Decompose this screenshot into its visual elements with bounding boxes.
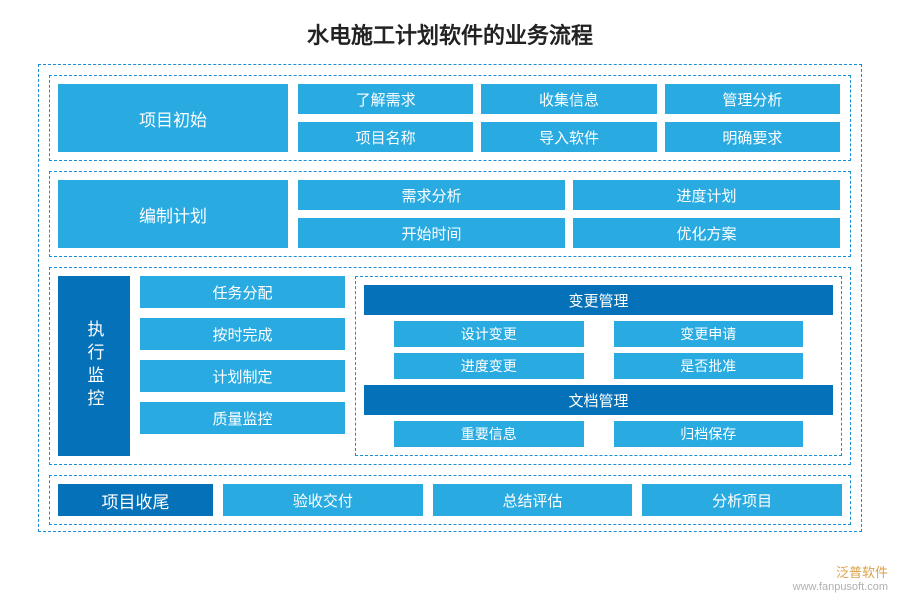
section1-label: 项目初始 (58, 84, 288, 152)
s4-item: 分析项目 (642, 484, 842, 516)
s3-left-item: 计划制定 (140, 360, 345, 392)
s2-item: 需求分析 (298, 180, 565, 210)
s2-item: 优化方案 (573, 218, 840, 248)
section-project-init: 项目初始 了解需求 收集信息 管理分析 项目名称 导入软件 明确要求 (49, 75, 851, 161)
s1-item: 管理分析 (665, 84, 840, 114)
s3-left-item: 任务分配 (140, 276, 345, 308)
s3-g1-item: 变更申请 (614, 321, 804, 347)
section4-label: 项目收尾 (58, 484, 213, 516)
s2-item: 开始时间 (298, 218, 565, 248)
section-execute: 执行监控 任务分配 按时完成 计划制定 质量监控 变更管理 设计变更 变更申请 … (49, 267, 851, 465)
s4-item: 总结评估 (433, 484, 633, 516)
s1-item: 收集信息 (481, 84, 656, 114)
s3-g1-item: 设计变更 (394, 321, 584, 347)
section3-left: 任务分配 按时完成 计划制定 质量监控 (140, 276, 345, 456)
section1-grid: 了解需求 收集信息 管理分析 项目名称 导入软件 明确要求 (288, 76, 850, 160)
s3-g1-item: 进度变更 (394, 353, 584, 379)
s3-left-item: 质量监控 (140, 402, 345, 434)
section2-grid: 需求分析 进度计划 开始时间 优化方案 (288, 172, 850, 256)
s3-left-item: 按时完成 (140, 318, 345, 350)
s4-item: 验收交付 (223, 484, 423, 516)
diagram-outer: 项目初始 了解需求 收集信息 管理分析 项目名称 导入软件 明确要求 编制计划 … (38, 64, 862, 532)
s3-group2-header: 文档管理 (364, 385, 833, 415)
watermark: 泛普软件 www.fanpusoft.com (793, 565, 888, 594)
s1-item: 项目名称 (298, 122, 473, 152)
s3-g2-item: 重要信息 (394, 421, 584, 447)
s1-item: 明确要求 (665, 122, 840, 152)
section4-grid: 验收交付 总结评估 分析项目 (223, 484, 842, 516)
s2-item: 进度计划 (573, 180, 840, 210)
s1-item: 导入软件 (481, 122, 656, 152)
s3-g2-item: 归档保存 (614, 421, 804, 447)
s1-item: 了解需求 (298, 84, 473, 114)
section-closeout: 项目收尾 验收交付 总结评估 分析项目 (49, 475, 851, 525)
watermark-url: www.fanpusoft.com (793, 581, 888, 594)
s3-group1-header: 变更管理 (364, 285, 833, 315)
section-plan: 编制计划 需求分析 进度计划 开始时间 优化方案 (49, 171, 851, 257)
s3-g1-item: 是否批准 (614, 353, 804, 379)
watermark-brand: 泛普软件 (793, 565, 888, 581)
section2-label: 编制计划 (58, 180, 288, 248)
section3-right-panel: 变更管理 设计变更 变更申请 进度变更 是否批准 文档管理 重要信息 归档保存 (355, 276, 842, 456)
diagram-title: 水电施工计划软件的业务流程 (38, 18, 862, 50)
section3-label: 执行监控 (58, 276, 130, 456)
